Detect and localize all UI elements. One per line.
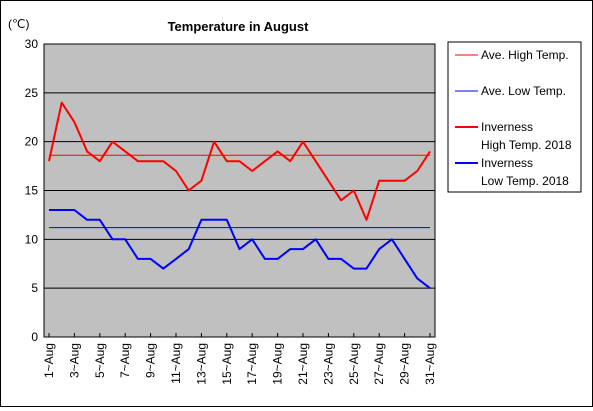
series-line-2	[48, 101, 431, 221]
legend-label: Low Temp. 2018	[481, 174, 569, 188]
y-tick-label: 30	[25, 37, 39, 51]
series-lines	[48, 101, 431, 289]
x-tick-label: 23~Aug	[321, 343, 335, 385]
x-tick-label: 31~Aug	[423, 343, 437, 385]
x-tick-label: 7~Aug	[118, 343, 132, 378]
x-tick-label: 29~Aug	[398, 343, 412, 385]
x-tick-label: 21~Aug	[296, 343, 310, 385]
y-tick-label: 10	[25, 232, 39, 246]
x-tick-label: 11~Aug	[169, 343, 183, 384]
legend-label: Inverness	[481, 156, 533, 170]
legend-box	[447, 41, 582, 193]
x-tick-label: 1~Aug	[42, 343, 56, 378]
x-tick-label: 3~Aug	[67, 343, 81, 378]
y-tick-label: 20	[25, 135, 39, 149]
x-tick-label: 25~Aug	[347, 343, 361, 385]
x-tick-label: 27~Aug	[372, 343, 386, 385]
x-tick-label: 15~Aug	[220, 343, 234, 385]
y-tick-label: 5	[31, 281, 38, 295]
x-axis: 1~Aug 3~Aug 5~Aug 7~Aug 9~Aug 11~Aug 13~Aug 15~…	[42, 333, 437, 385]
series-line-3	[49, 209, 431, 289]
unit-label: (℃)	[8, 17, 29, 31]
x-tick-label: 17~Aug	[245, 343, 259, 385]
y-tick-label: 15	[25, 184, 39, 198]
y-tick-label: 0	[31, 330, 38, 344]
y-tick-label: 25	[25, 86, 39, 100]
legend-label: High Temp. 2018	[481, 138, 572, 152]
legend-label: Ave. Low Temp.	[481, 84, 566, 98]
x-tick-label: 9~Aug	[144, 343, 158, 378]
legend-label: Ave. High Temp.	[481, 48, 569, 62]
legend-label: Inverness	[481, 120, 533, 134]
y-axis: 0 5 10 15 20 25 30	[25, 37, 39, 344]
grid-lines	[44, 43, 435, 289]
chart-title: Temperature in August	[168, 19, 310, 34]
x-tick-label: 19~Aug	[271, 343, 285, 385]
legend: Ave. High Temp. Ave. Low Temp. Inverness Hi…	[447, 41, 582, 193]
x-tick-label: 13~Aug	[194, 343, 208, 385]
x-tick-label: 5~Aug	[93, 343, 107, 378]
